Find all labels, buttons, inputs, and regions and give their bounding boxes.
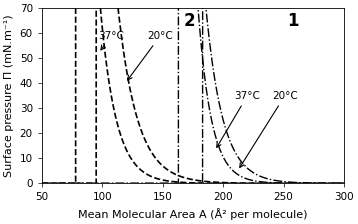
Text: 1: 1 [287, 12, 299, 30]
Text: 37°C: 37°C [98, 31, 124, 50]
Text: 37°C: 37°C [217, 91, 260, 147]
Text: 20°C: 20°C [128, 31, 173, 80]
Text: 2: 2 [184, 12, 195, 30]
X-axis label: Mean Molecular Area A (Å² per molecule): Mean Molecular Area A (Å² per molecule) [78, 208, 308, 220]
Y-axis label: Surface pressure Π (mN.m⁻¹): Surface pressure Π (mN.m⁻¹) [4, 14, 14, 177]
Text: 20°C: 20°C [240, 91, 297, 167]
